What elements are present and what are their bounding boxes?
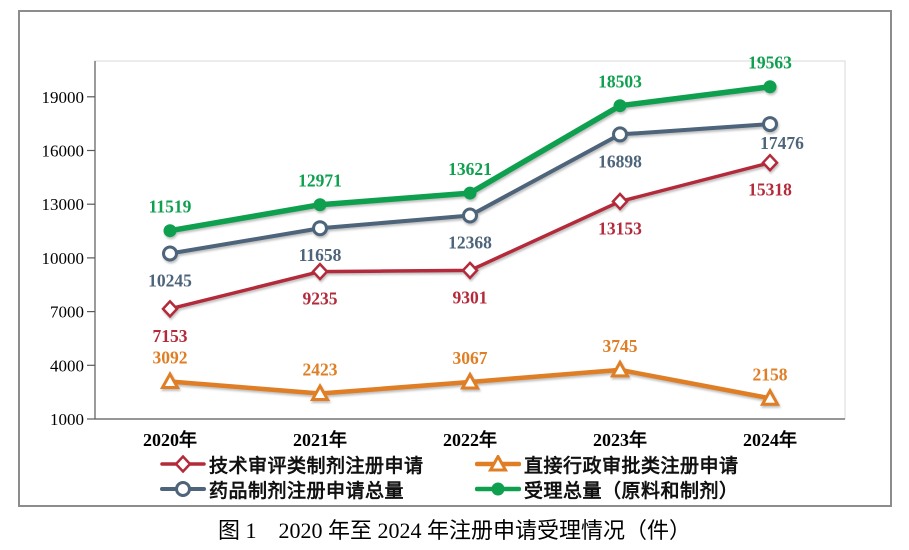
plot-area [94,60,846,420]
data-point-marker [161,299,179,319]
data-point-marker [461,261,479,280]
data-point-marker [759,387,781,406]
data-point-label: 17476 [760,133,804,153]
legend-marker-icon [475,482,521,496]
x-axis-category-label: 2023年 [593,429,647,450]
data-point-label: 7153 [153,326,188,346]
data-point-marker [762,116,778,133]
series-group [159,359,781,406]
legend-item: 直接行政审批类注册申请 [475,452,739,477]
data-point-label: 3092 [153,348,188,368]
data-point-label: 2423 [303,360,338,380]
data-point-marker [487,455,509,472]
data-point-marker [309,382,331,402]
data-point-marker [174,455,192,473]
legend-marker-icon [160,455,206,473]
y-axis-tick-label: 19000 [42,88,85,107]
data-point-marker [612,126,628,143]
series-group [161,153,779,319]
legend-label: 受理总量（原料和制剂） [524,480,739,502]
figure-caption: 图 1 2020 年至 2024 年注册申请受理情况（件） [217,518,691,543]
data-point-marker [175,481,191,497]
chart-legend: 技术审评类制剂注册申请 直接行政审批类注册申请药品制剂注册申请总量 受理总量（原料和… [160,452,739,502]
legend-marker-icon [475,455,521,472]
data-point-label: 11519 [149,197,192,217]
x-axis-category-label: 2020年 [143,429,197,450]
data-point-marker [761,153,779,173]
series-group [162,116,778,262]
legend-item: 技术审评类制剂注册申请 [160,452,475,477]
x-axis-category-label: 2024年 [743,429,797,450]
data-point-label: 16898 [598,151,642,171]
data-point-marker [312,220,328,237]
data-point-label: 10245 [148,271,192,291]
data-point-label: 15318 [748,180,792,200]
data-point-marker [611,192,629,211]
y-axis-tick-label: 16000 [42,142,85,161]
data-point-marker [763,80,777,94]
y-axis-tick-label: 4000 [50,356,84,375]
data-point-marker [462,207,478,224]
data-point-label: 9301 [453,287,488,307]
y-axis-tick-label: 13000 [42,195,85,214]
data-point-marker [459,371,481,390]
data-point-marker [613,99,627,113]
data-point-marker [463,186,477,200]
data-point-marker [609,359,631,378]
y-axis-tick-label: 1000 [50,410,84,429]
y-axis-tick-label: 7000 [50,303,84,322]
x-axis-category-label: 2021年 [293,429,347,450]
data-point-marker [159,370,181,390]
data-point-label: 12368 [448,233,492,253]
data-point-label: 13621 [448,159,492,179]
data-point-label: 3067 [453,348,488,368]
data-point-label: 3745 [603,336,638,356]
x-axis-category-label: 2022年 [443,429,497,450]
series-group [163,80,777,238]
y-axis-tick-label: 10000 [42,249,85,268]
data-point-label: 18503 [598,72,642,92]
data-point-label: 9235 [303,289,338,309]
data-point-marker [311,262,329,281]
data-point-marker [313,198,327,212]
data-point-marker [162,245,178,262]
legend-label: 药品制剂注册申请总量 [209,480,405,502]
legend-item: 受理总量（原料和制剂） [475,477,739,502]
data-point-label: 11658 [299,245,342,265]
data-point-marker [163,224,177,238]
data-point-label: 19563 [748,53,792,73]
data-point-label: 12971 [298,171,342,191]
data-point-label: 2158 [753,364,788,384]
legend-item: 药品制剂注册申请总量 [160,477,475,502]
data-point-marker [491,482,505,496]
data-point-label: 13153 [598,218,642,238]
legend-label: 直接行政审批类注册申请 [524,455,739,477]
legend-marker-icon [160,481,206,497]
legend-label: 技术审评类制剂注册申请 [209,455,424,477]
